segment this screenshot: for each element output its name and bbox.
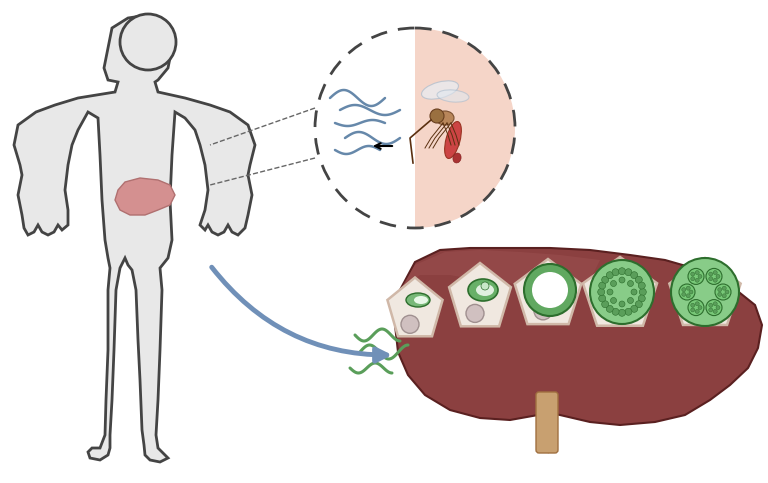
Ellipse shape bbox=[406, 293, 430, 307]
Circle shape bbox=[618, 268, 625, 275]
Circle shape bbox=[627, 281, 634, 286]
Circle shape bbox=[599, 295, 606, 302]
Circle shape bbox=[689, 290, 693, 294]
Circle shape bbox=[534, 302, 552, 320]
Circle shape bbox=[430, 109, 444, 123]
Ellipse shape bbox=[468, 279, 498, 301]
Circle shape bbox=[709, 303, 713, 307]
Polygon shape bbox=[395, 248, 762, 452]
Circle shape bbox=[639, 288, 647, 296]
Ellipse shape bbox=[476, 284, 494, 296]
Circle shape bbox=[715, 284, 731, 300]
Circle shape bbox=[690, 303, 695, 307]
Circle shape bbox=[688, 269, 704, 284]
Circle shape bbox=[713, 310, 717, 313]
Ellipse shape bbox=[422, 81, 458, 99]
Circle shape bbox=[401, 315, 419, 333]
Circle shape bbox=[688, 299, 704, 315]
Circle shape bbox=[638, 282, 645, 289]
Wedge shape bbox=[315, 28, 415, 228]
Circle shape bbox=[120, 14, 176, 70]
Circle shape bbox=[606, 305, 614, 313]
Ellipse shape bbox=[437, 90, 469, 102]
Circle shape bbox=[466, 304, 484, 322]
Circle shape bbox=[619, 301, 625, 307]
Circle shape bbox=[612, 308, 619, 315]
Circle shape bbox=[695, 270, 699, 275]
Circle shape bbox=[619, 277, 625, 283]
Circle shape bbox=[601, 276, 609, 283]
Circle shape bbox=[631, 305, 637, 313]
Circle shape bbox=[625, 308, 632, 315]
Circle shape bbox=[481, 282, 489, 290]
Circle shape bbox=[682, 288, 686, 292]
Circle shape bbox=[709, 277, 713, 281]
Circle shape bbox=[532, 272, 568, 308]
Circle shape bbox=[690, 277, 695, 281]
Ellipse shape bbox=[453, 153, 461, 163]
Circle shape bbox=[691, 302, 709, 320]
Circle shape bbox=[716, 306, 720, 310]
Circle shape bbox=[698, 274, 702, 278]
Polygon shape bbox=[449, 263, 511, 327]
Circle shape bbox=[722, 294, 727, 298]
Circle shape bbox=[706, 269, 722, 284]
Circle shape bbox=[631, 289, 637, 295]
Circle shape bbox=[695, 302, 699, 306]
Circle shape bbox=[625, 269, 632, 276]
Circle shape bbox=[682, 292, 686, 297]
Circle shape bbox=[635, 276, 642, 283]
Circle shape bbox=[679, 284, 695, 300]
Polygon shape bbox=[115, 178, 175, 215]
FancyBboxPatch shape bbox=[536, 392, 558, 453]
Circle shape bbox=[698, 306, 702, 310]
Circle shape bbox=[611, 298, 617, 303]
Circle shape bbox=[709, 272, 713, 276]
Ellipse shape bbox=[436, 111, 454, 125]
Circle shape bbox=[722, 286, 727, 290]
Circle shape bbox=[690, 272, 695, 276]
Circle shape bbox=[671, 258, 739, 326]
Circle shape bbox=[709, 308, 713, 312]
Circle shape bbox=[524, 264, 576, 316]
Wedge shape bbox=[415, 28, 515, 228]
Circle shape bbox=[687, 294, 690, 298]
Circle shape bbox=[590, 260, 654, 324]
Circle shape bbox=[612, 269, 619, 276]
Circle shape bbox=[598, 288, 604, 296]
Circle shape bbox=[695, 310, 699, 313]
Polygon shape bbox=[583, 257, 657, 326]
Circle shape bbox=[611, 281, 617, 286]
Polygon shape bbox=[515, 259, 581, 324]
Polygon shape bbox=[670, 258, 740, 325]
Circle shape bbox=[725, 290, 729, 294]
Circle shape bbox=[606, 271, 614, 279]
Circle shape bbox=[635, 301, 642, 308]
Circle shape bbox=[607, 289, 613, 295]
Circle shape bbox=[631, 271, 637, 279]
Circle shape bbox=[716, 274, 720, 278]
Circle shape bbox=[618, 309, 625, 316]
Ellipse shape bbox=[445, 122, 462, 158]
Polygon shape bbox=[14, 15, 255, 462]
Polygon shape bbox=[387, 278, 442, 336]
Circle shape bbox=[687, 286, 690, 290]
Circle shape bbox=[690, 308, 695, 312]
Circle shape bbox=[695, 278, 699, 282]
Circle shape bbox=[718, 292, 722, 297]
Ellipse shape bbox=[414, 296, 428, 304]
Circle shape bbox=[627, 298, 634, 303]
Circle shape bbox=[713, 278, 717, 282]
Circle shape bbox=[599, 282, 606, 289]
Circle shape bbox=[638, 295, 645, 302]
Circle shape bbox=[713, 270, 717, 275]
Circle shape bbox=[718, 288, 722, 292]
Circle shape bbox=[713, 302, 717, 306]
Polygon shape bbox=[400, 250, 600, 290]
Circle shape bbox=[606, 303, 624, 321]
Circle shape bbox=[601, 301, 609, 308]
Circle shape bbox=[706, 299, 722, 315]
